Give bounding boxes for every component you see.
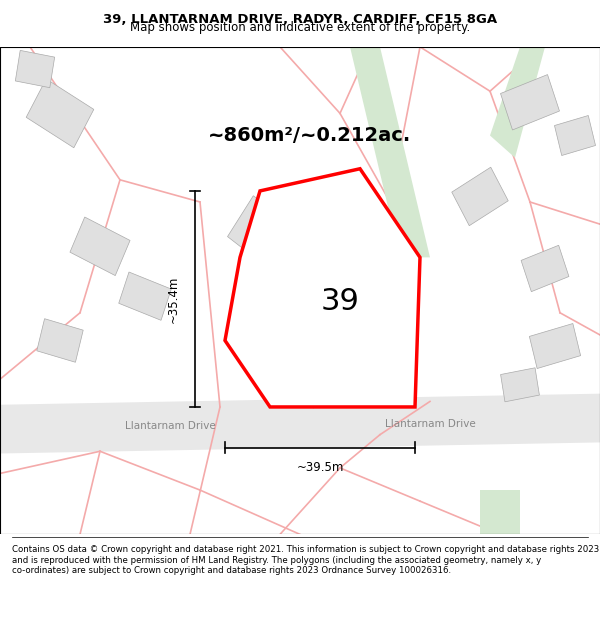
- Polygon shape: [225, 169, 420, 407]
- Polygon shape: [500, 368, 539, 402]
- Polygon shape: [480, 490, 520, 534]
- Text: ~39.5m: ~39.5m: [296, 461, 344, 474]
- Text: 39, LLANTARNAM DRIVE, RADYR, CARDIFF, CF15 8GA: 39, LLANTARNAM DRIVE, RADYR, CARDIFF, CF…: [103, 13, 497, 26]
- Text: ~35.4m: ~35.4m: [167, 275, 180, 322]
- Polygon shape: [529, 324, 581, 369]
- Polygon shape: [276, 362, 324, 408]
- Polygon shape: [554, 116, 596, 156]
- Polygon shape: [119, 272, 171, 320]
- Polygon shape: [26, 79, 94, 148]
- Text: Llantarnam Drive: Llantarnam Drive: [385, 419, 475, 429]
- Polygon shape: [37, 319, 83, 362]
- Polygon shape: [70, 217, 130, 276]
- Polygon shape: [227, 196, 302, 275]
- Text: Map shows position and indicative extent of the property.: Map shows position and indicative extent…: [130, 21, 470, 34]
- Polygon shape: [521, 245, 569, 292]
- Text: Contains OS data © Crown copyright and database right 2021. This information is : Contains OS data © Crown copyright and d…: [12, 545, 599, 575]
- Polygon shape: [265, 270, 326, 334]
- Text: Llantarnam Drive: Llantarnam Drive: [125, 421, 215, 431]
- Polygon shape: [490, 47, 545, 158]
- Polygon shape: [16, 51, 55, 88]
- Polygon shape: [350, 47, 430, 258]
- Text: ~860m²/~0.212ac.: ~860m²/~0.212ac.: [208, 126, 412, 145]
- Text: 39: 39: [320, 288, 359, 316]
- Polygon shape: [0, 394, 600, 454]
- Polygon shape: [500, 74, 559, 130]
- Polygon shape: [452, 168, 508, 226]
